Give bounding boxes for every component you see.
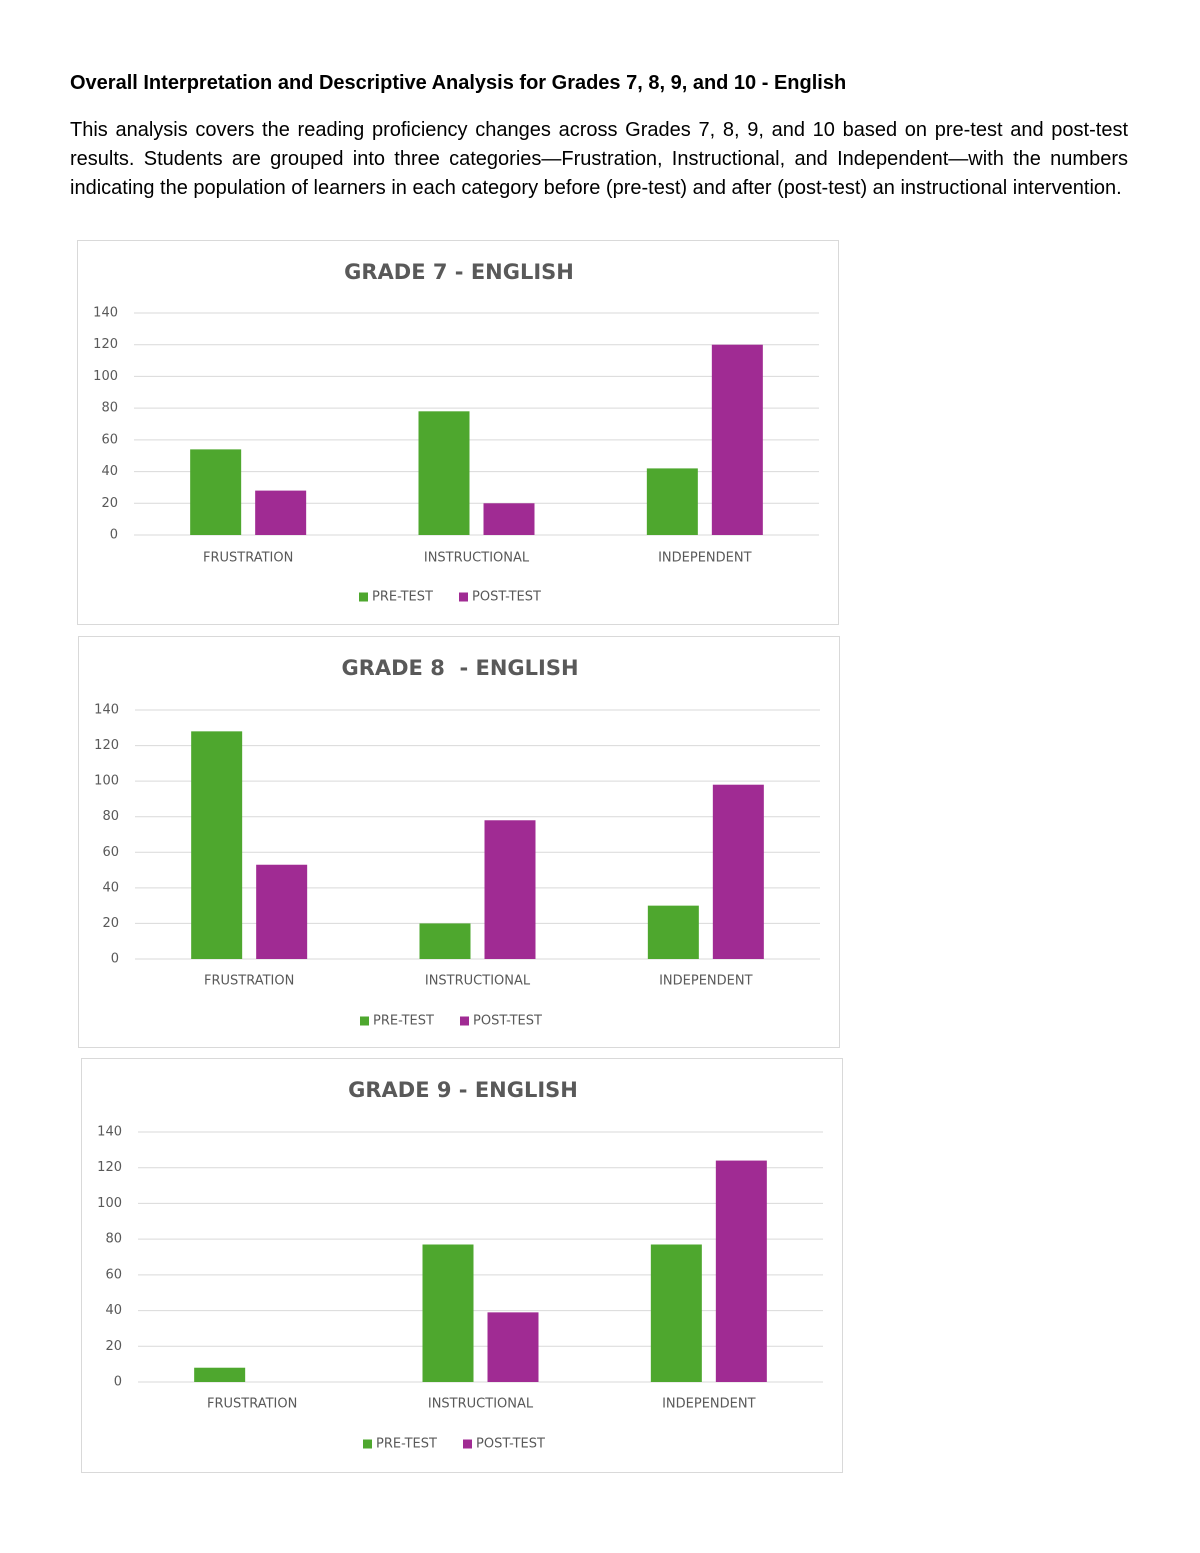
paragraph: This analysis covers the reading profici… xyxy=(70,119,1128,199)
y-tick-label: 80 xyxy=(102,809,119,824)
x-tick-label: FRUSTRATION xyxy=(207,1397,297,1412)
bar xyxy=(487,1312,539,1382)
bar xyxy=(194,1367,246,1382)
y-tick-label: 60 xyxy=(102,845,119,860)
x-tick-label: INDEPENDENT xyxy=(662,1397,756,1412)
y-tick-label: 0 xyxy=(111,952,119,967)
y-tick-label: 140 xyxy=(94,703,119,718)
bar xyxy=(711,344,763,535)
y-tick-label: 20 xyxy=(101,496,118,511)
legend-swatch xyxy=(360,1016,369,1026)
legend-swatch xyxy=(359,592,368,602)
legend-label: PRE-TEST xyxy=(376,1437,437,1452)
legend-label: POST-TEST xyxy=(476,1437,545,1452)
x-tick-label: INSTRUCTIONAL xyxy=(428,1397,534,1412)
y-tick-label: 140 xyxy=(93,306,118,321)
y-tick-label: 100 xyxy=(97,1196,122,1211)
legend-swatch xyxy=(459,592,468,602)
y-tick-label: 40 xyxy=(101,464,118,479)
y-tick-label: 20 xyxy=(102,916,119,931)
x-tick-label: INDEPENDENT xyxy=(659,974,753,989)
legend-swatch xyxy=(363,1439,372,1449)
chart-title: GRADE 9 - ENGLISH xyxy=(348,1078,578,1102)
legend-label: PRE-TEST xyxy=(373,1014,434,1029)
y-tick-label: 140 xyxy=(97,1125,122,1140)
y-tick-label: 120 xyxy=(93,337,118,352)
bar xyxy=(422,1244,474,1382)
legend-label: POST-TEST xyxy=(472,590,541,605)
y-tick-label: 40 xyxy=(105,1303,122,1318)
bar xyxy=(646,468,698,535)
chart: GRADE 9 - ENGLISH 0 20 40 60 80 100 120 140 FRUST… xyxy=(81,1058,843,1473)
bar xyxy=(647,905,699,959)
bar xyxy=(419,923,471,959)
bar xyxy=(712,784,764,959)
heading: Overall Interpretation and Descriptive A… xyxy=(70,72,847,94)
legend-swatch xyxy=(460,1016,469,1026)
y-tick-label: 100 xyxy=(93,369,118,384)
y-tick-label: 60 xyxy=(105,1267,122,1282)
bar xyxy=(484,820,536,959)
x-tick-label: FRUSTRATION xyxy=(203,551,293,566)
x-tick-label: INSTRUCTIONAL xyxy=(425,974,531,989)
bar xyxy=(255,490,307,535)
y-tick-label: 80 xyxy=(101,401,118,416)
bar xyxy=(650,1244,702,1382)
bar xyxy=(418,411,470,535)
chart-title: GRADE 7 - ENGLISH xyxy=(344,260,574,284)
y-tick-label: 40 xyxy=(102,880,119,895)
bar xyxy=(256,864,308,959)
y-tick-label: 120 xyxy=(94,738,119,753)
bar xyxy=(483,503,535,535)
y-tick-label: 100 xyxy=(94,774,119,789)
legend-label: POST-TEST xyxy=(473,1014,542,1029)
legend-label: PRE-TEST xyxy=(372,590,433,605)
x-tick-label: INSTRUCTIONAL xyxy=(424,551,530,566)
y-tick-label: 80 xyxy=(105,1232,122,1247)
y-tick-label: 60 xyxy=(101,432,118,447)
legend-swatch xyxy=(463,1439,472,1449)
x-tick-label: FRUSTRATION xyxy=(204,974,294,989)
bar xyxy=(191,731,243,959)
chart: GRADE 7 - ENGLISH 0 20 40 60 80 100 120 140 FRUST… xyxy=(77,240,839,625)
y-tick-label: 0 xyxy=(114,1375,122,1390)
y-tick-label: 20 xyxy=(105,1339,122,1354)
chart: GRADE 8 - ENGLISH 0 20 40 60 80 100 120 140 FRUST… xyxy=(78,636,840,1048)
bar xyxy=(715,1160,767,1382)
chart-title: GRADE 8 - ENGLISH xyxy=(341,656,578,680)
y-tick-label: 120 xyxy=(97,1160,122,1175)
x-tick-label: INDEPENDENT xyxy=(658,551,752,566)
bar xyxy=(190,449,242,535)
y-tick-label: 0 xyxy=(110,528,118,543)
